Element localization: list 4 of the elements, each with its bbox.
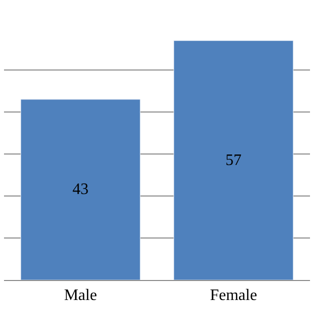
data-label: 57 xyxy=(226,152,242,169)
x-tick-label: Male xyxy=(64,287,97,304)
data-label: 43 xyxy=(72,181,88,198)
x-tick-label: Female xyxy=(210,287,258,304)
